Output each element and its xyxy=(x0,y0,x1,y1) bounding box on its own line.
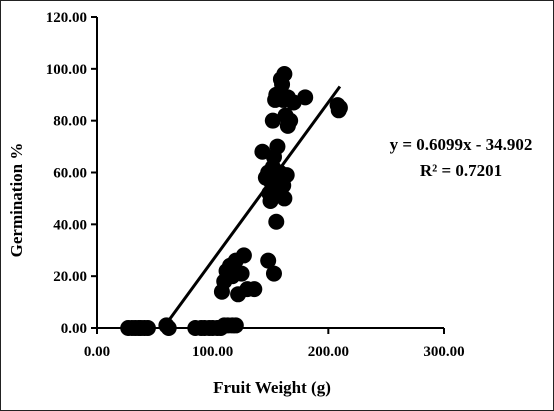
data-point xyxy=(276,190,293,207)
y-tick-label: 40.00 xyxy=(53,217,87,233)
y-tick-label: 120.00 xyxy=(46,10,87,26)
x-tick-label: 0.00 xyxy=(84,344,110,360)
y-tick-label: 100.00 xyxy=(46,62,87,78)
trendline-group xyxy=(161,85,342,330)
data-point xyxy=(268,213,285,230)
r-squared-label: R² = 0.7201 xyxy=(420,161,502,180)
data-point xyxy=(278,167,295,184)
x-tick-label: 200.00 xyxy=(308,344,349,360)
data-point xyxy=(265,265,282,282)
y-tick-label: 20.00 xyxy=(53,269,87,285)
data-point xyxy=(276,66,293,83)
x-axis-title: Fruit Weight (g) xyxy=(213,378,331,397)
data-point xyxy=(331,99,348,116)
y-tick-label: 80.00 xyxy=(53,114,87,130)
data-point xyxy=(235,247,252,264)
tick-labels: 0.00 20.00 40.00 60.00 80.00 100.00 120.00 0.00… xyxy=(46,10,465,360)
data-point xyxy=(264,112,281,129)
data-point xyxy=(246,281,263,298)
data-point xyxy=(227,317,244,334)
y-tick-label: 60.00 xyxy=(53,166,87,182)
y-axis-title: Germination % xyxy=(7,143,26,258)
data-points xyxy=(120,66,348,336)
data-point xyxy=(282,112,299,129)
x-tick-label: 300.00 xyxy=(423,344,464,360)
data-point xyxy=(233,265,250,282)
data-point xyxy=(269,138,286,155)
x-tick-label: 100.00 xyxy=(192,344,233,360)
trendline xyxy=(161,85,342,330)
y-tick-label: 0.00 xyxy=(61,321,87,337)
data-point xyxy=(260,252,277,269)
trendline-equation: y = 0.6099x - 34.902 xyxy=(390,135,533,154)
data-point xyxy=(139,320,156,336)
data-point xyxy=(297,89,314,106)
